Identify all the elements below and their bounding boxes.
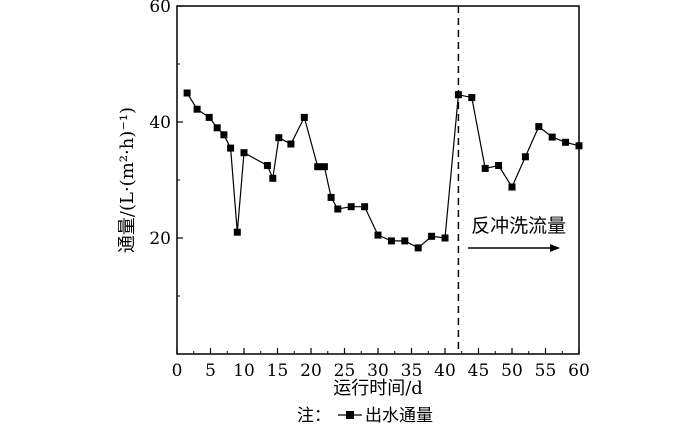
data-point [220, 131, 228, 139]
data-point [441, 234, 449, 242]
axis-tick-labels: 0 5 10 15 20 25 30 35 40 45 50 55 60 20 40 60 [149, 0, 589, 381]
y-tick-label: 60 [149, 0, 171, 17]
data-point [227, 144, 235, 152]
data-point [327, 193, 335, 201]
y-tick-label: 20 [149, 229, 171, 249]
x-tick-label: 10 [233, 361, 255, 381]
data-point [521, 153, 529, 161]
legend: 注： 出水通量 [297, 406, 433, 426]
data-point [562, 138, 570, 146]
data-point [535, 123, 543, 131]
data-point [205, 113, 213, 121]
x-tick-label: 25 [334, 361, 356, 381]
data-point [347, 203, 355, 211]
data-point [275, 134, 283, 142]
x-tick-label: 0 [172, 361, 183, 381]
data-point [361, 203, 369, 211]
data-point [548, 133, 556, 141]
data-point [468, 94, 476, 102]
data-point [334, 205, 342, 213]
data-point [269, 174, 277, 182]
x-tick-label: 35 [401, 361, 423, 381]
data-point [193, 105, 201, 113]
data-point [508, 183, 516, 191]
data-point [481, 164, 489, 172]
data-point [454, 91, 462, 99]
legend-series-name: 出水通量 [365, 406, 433, 426]
x-tick-label: 45 [468, 361, 490, 381]
data-point [233, 228, 241, 236]
data-point [387, 237, 395, 245]
x-axis-title: 运行时间/d [333, 378, 423, 399]
x-tick-label: 60 [568, 361, 590, 381]
flux-series-points [183, 89, 583, 252]
legend-marker-sample [346, 411, 354, 419]
y-tick-label: 40 [149, 113, 171, 133]
data-point [263, 162, 271, 169]
x-tick-label: 15 [267, 361, 289, 381]
x-tick-label: 30 [367, 361, 389, 381]
data-point [183, 89, 191, 97]
axis-ticks [176, 5, 580, 354]
data-point [240, 149, 248, 157]
data-point [414, 244, 422, 252]
data-point [300, 113, 308, 121]
plot-frame [176, 5, 580, 355]
x-tick-label: 5 [205, 361, 216, 381]
x-tick-label: 55 [535, 361, 557, 381]
data-point [401, 237, 409, 245]
data-point [213, 124, 221, 132]
data-point [314, 163, 322, 171]
backwash-annotation-label: 反冲洗流量 [471, 215, 566, 237]
x-tick-label: 40 [434, 361, 456, 381]
data-point [428, 232, 436, 240]
x-tick-label: 20 [300, 361, 322, 381]
data-point [495, 162, 503, 169]
data-point [374, 231, 382, 239]
legend-prefix: 注： [297, 406, 331, 426]
data-point [575, 142, 583, 150]
data-point [287, 140, 295, 148]
data-point [320, 163, 328, 171]
x-tick-label: 50 [501, 361, 523, 381]
y-axis-title: 通量/(L·(m²·h)⁻¹) [117, 107, 138, 253]
